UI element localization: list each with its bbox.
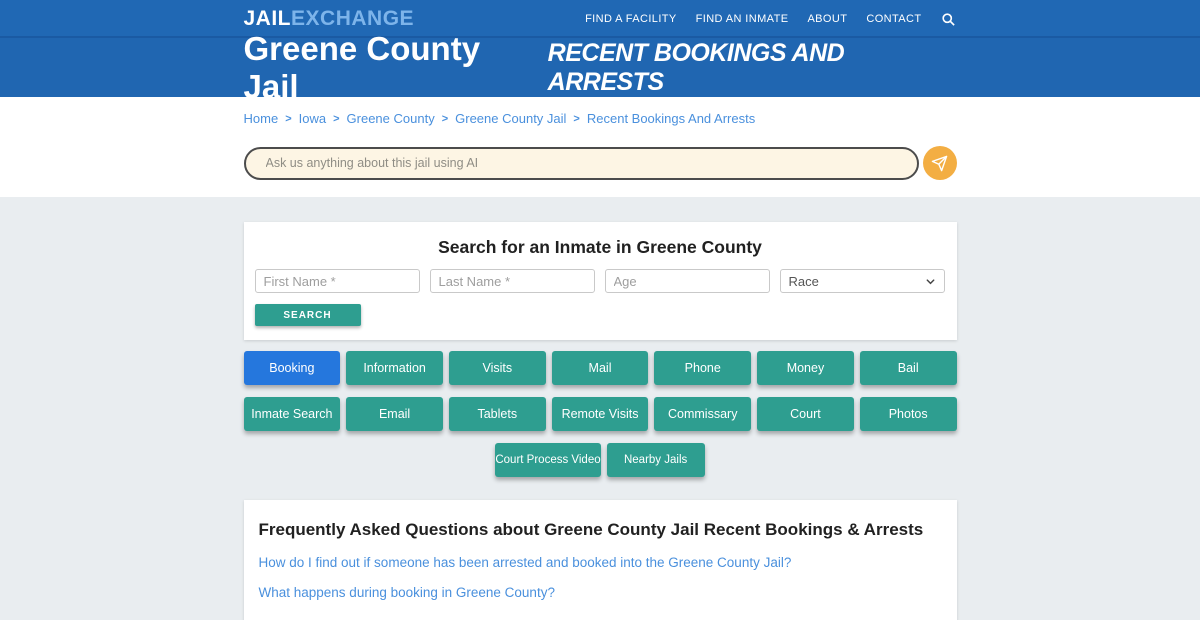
quick-link-nearby-jails[interactable]: Nearby Jails: [606, 443, 705, 477]
breadcrumb-home[interactable]: Home: [243, 111, 279, 126]
chevron-right-icon: >: [573, 112, 580, 125]
quick-link-commissary[interactable]: Commissary: [654, 397, 752, 431]
chevron-right-icon: >: [441, 112, 449, 125]
breadcrumb-iowa[interactable]: Iowa: [298, 111, 327, 126]
paper-plane-icon: [931, 155, 948, 172]
page-banner: Greene County Jail RECENT BOOKINGS AND A…: [0, 30, 1200, 105]
breadcrumb-greene-county[interactable]: Greene County: [346, 111, 435, 126]
quick-links-row-2: Inmate Search Email Tablets Remote Visit…: [243, 397, 957, 431]
quick-link-visits[interactable]: Visits: [448, 351, 546, 385]
breadcrumb: Home > Iowa > Greene County > Greene Cou…: [244, 111, 957, 126]
inmate-search-title: Search for an Inmate in Greene County: [438, 237, 762, 257]
faq-question-arrested-booked[interactable]: How do I find out if someone has been ar…: [258, 555, 792, 570]
quick-link-mail[interactable]: Mail: [551, 351, 649, 385]
page-title: Greene County Jail: [243, 29, 481, 105]
inmate-search-card: Search for an Inmate in Greene County Ra…: [243, 222, 957, 340]
last-name-field[interactable]: [429, 269, 595, 293]
quick-link-money[interactable]: Money: [757, 351, 854, 385]
top-nav-links: FIND A FACILITY FIND AN INMATE ABOUT CON…: [585, 11, 956, 27]
chevron-right-icon: >: [285, 112, 292, 125]
inmate-search-fields: Race: [254, 269, 946, 293]
quick-links-row-3: Court Process Video Nearby Jails: [244, 443, 957, 477]
quick-link-remote-visits[interactable]: Remote Visits: [551, 397, 649, 431]
chevron-down-icon: [925, 276, 936, 287]
nav-find-an-inmate[interactable]: FIND AN INMATE: [695, 13, 789, 25]
logo-text-jail: JAIL: [243, 7, 292, 30]
search-icon[interactable]: [941, 11, 957, 27]
nav-contact[interactable]: CONTACT: [866, 13, 922, 25]
age-field[interactable]: [604, 269, 770, 293]
faq-title: Frequently Asked Questions about Greene …: [258, 520, 924, 539]
ai-ask-row: [243, 146, 957, 180]
nav-find-a-facility[interactable]: FIND A FACILITY: [585, 13, 677, 25]
quick-links-row-1: Booking Information Visits Mail Phone Mo…: [243, 351, 957, 385]
quick-link-inmate-search[interactable]: Inmate Search: [243, 397, 341, 431]
breadcrumb-current-page[interactable]: Recent Bookings And Arrests: [586, 111, 756, 126]
page-subtitle: RECENT BOOKINGS AND ARRESTS: [547, 38, 845, 96]
quick-link-photos[interactable]: Photos: [859, 397, 957, 431]
top-nav-bar: JAIL EXCHANGE FIND A FACILITY FIND AN IN…: [0, 0, 1200, 38]
ai-send-button[interactable]: [922, 146, 957, 180]
race-select-value: Race: [788, 273, 819, 289]
quick-link-information[interactable]: Information: [346, 351, 443, 385]
nav-about[interactable]: ABOUT: [807, 13, 848, 25]
quick-link-bail[interactable]: Bail: [859, 351, 957, 385]
quick-link-court[interactable]: Court: [757, 397, 854, 431]
chevron-right-icon: >: [333, 112, 340, 125]
logo-text-exchange: EXCHANGE: [291, 7, 415, 30]
quick-link-court-process-video[interactable]: Court Process Video: [495, 443, 601, 477]
breadcrumb-strip: Home > Iowa > Greene County > Greene Cou…: [0, 97, 1200, 197]
race-select[interactable]: Race: [779, 269, 945, 293]
quick-links-grid: Booking Information Visits Mail Phone Mo…: [243, 351, 957, 477]
quick-link-email[interactable]: Email: [346, 397, 443, 431]
jailexchange-logo[interactable]: JAIL EXCHANGE: [244, 7, 415, 31]
search-button[interactable]: SEARCH: [254, 304, 361, 326]
first-name-field[interactable]: [254, 269, 420, 293]
faq-card: Frequently Asked Questions about Greene …: [243, 500, 957, 620]
breadcrumb-greene-county-jail[interactable]: Greene County Jail: [455, 111, 567, 126]
quick-link-phone[interactable]: Phone: [654, 351, 752, 385]
quick-link-booking[interactable]: Booking: [243, 351, 341, 385]
ai-ask-input[interactable]: [243, 146, 919, 180]
faq-question-booking-process[interactable]: What happens during booking in Greene Co…: [258, 585, 555, 600]
quick-link-tablets[interactable]: Tablets: [448, 397, 546, 431]
